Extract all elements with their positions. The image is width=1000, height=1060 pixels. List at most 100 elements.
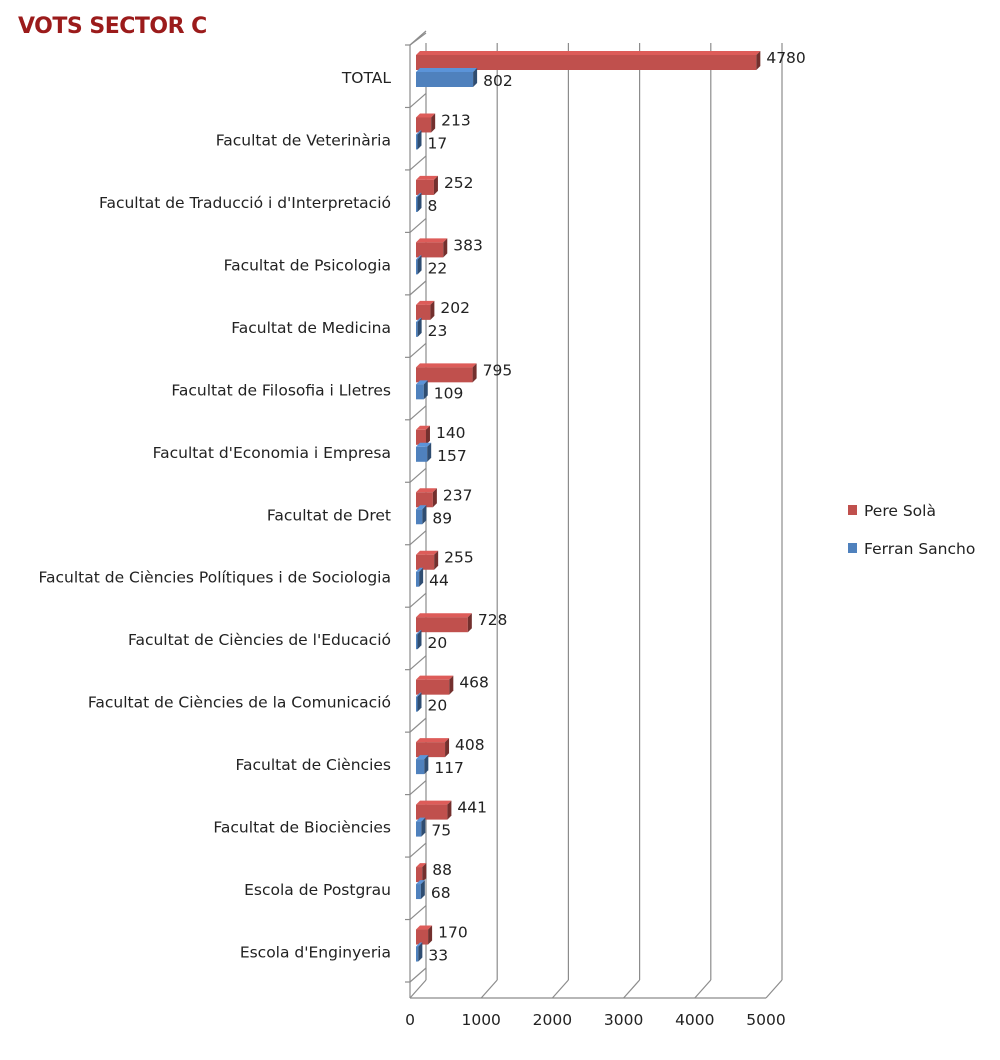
bar-pere-sola [416,679,450,695]
value-label: 170 [438,924,468,942]
bar-top-0 [416,363,477,368]
category-label: Facultat de Medicina [231,319,391,337]
value-label: 20 [428,634,448,652]
floor-diagonal-1000 [480,979,498,999]
bar-top-0 [416,800,452,805]
bar-end-1 [473,68,478,87]
bar-pere-sola [416,429,426,445]
bar-end-1 [418,942,423,962]
bar-pere-sola [416,55,757,70]
x-tick-label-3000: 3000 [604,1011,643,1029]
bar-ferran-sancho [416,759,425,775]
value-label: 75 [431,822,451,840]
category-label: Facultat de Biociències [213,819,391,837]
bar-pere-sola [416,367,473,383]
y-tick-diagonal [409,842,427,858]
bar-end-0 [434,550,439,570]
bar-end-0 [756,51,761,70]
bar-pere-sola [416,242,444,258]
value-label: 33 [428,947,448,965]
bar-end-1 [417,630,422,650]
value-label: 237 [443,486,473,504]
value-label: 117 [434,759,464,777]
category-label: Facultat de Veterinària [216,131,391,149]
bar-top-1 [416,505,427,510]
bar-end-1 [420,880,425,900]
bar-top-1 [416,255,422,260]
value-label: 795 [483,361,513,379]
x-tick-label-5000: 5000 [746,1011,785,1029]
category-label: Facultat de Ciències de la Comunicació [88,694,391,712]
category-label: Facultat d'Economia i Empresa [153,444,391,462]
y-tick-diagonal [409,405,427,421]
category-label: Escola d'Enginyeria [240,944,391,962]
bar-end-1 [417,192,422,212]
y-tick-diagonal [409,655,427,671]
category-label: Facultat de Ciències Polítiques i de Soc… [39,569,391,587]
y-tick-diagonal [409,217,427,233]
value-label: 441 [457,799,487,817]
bar-top-1 [416,317,422,322]
y-tick-diagonal [409,30,427,46]
value-label: 22 [428,259,448,277]
value-label: 802 [483,72,513,90]
bar-ferran-sancho [416,72,474,87]
value-label: 109 [434,384,464,402]
bar-end-0 [467,613,472,633]
bar-top-1 [416,567,424,572]
bar-top-1 [416,880,425,885]
y-tick-diagonal [409,780,427,796]
legend-swatch-0 [848,505,857,515]
bar-end-0 [445,738,450,758]
bar-top-1 [416,942,423,947]
bar-top-1 [416,380,428,385]
bar-top-1 [416,630,422,635]
y-tick-diagonal [409,342,427,358]
bar-top-1 [416,692,422,697]
bar-ferran-sancho [416,946,419,962]
y-tick-diagonal [409,93,427,108]
bar-top-0 [416,863,427,868]
y-tick-diagonal [409,717,427,733]
floor-diagonal-0 [409,979,427,999]
bar-ferran-sancho [416,446,428,462]
value-label: 4780 [766,49,805,67]
category-label: Facultat de Traducció i d'Interpretació [99,194,391,212]
y-tick-diagonal [409,530,427,546]
x-tick-label-4000: 4000 [675,1011,714,1029]
category-label: Facultat de Ciències [236,756,391,774]
bar-pere-sola [416,929,429,945]
category-label: Facultat de Psicologia [224,256,391,274]
value-label: 89 [432,509,452,527]
bar-end-0 [430,300,435,320]
category-label: TOTAL [341,69,392,87]
bar-top-0 [416,550,439,555]
bar-ferran-sancho [416,196,418,212]
bar-end-0 [428,925,433,945]
bar-end-1 [421,817,426,837]
floor-diagonal-3000 [623,979,641,999]
bar-top-1 [416,755,429,760]
bar-top-1 [416,192,422,197]
bar-end-1 [427,442,432,462]
value-label: 68 [431,884,451,902]
bar-top-0 [416,925,433,930]
bar-pere-sola [416,179,434,195]
bar-pere-sola [416,867,423,883]
bar-top-0 [416,113,436,118]
bar-end-0 [443,238,448,258]
x-tick-label-1000: 1000 [461,1011,500,1029]
x-tick-label-2000: 2000 [533,1011,572,1029]
bar-end-0 [449,675,454,695]
bar-top-1 [416,442,432,447]
value-label: 728 [478,611,508,629]
category-label: Facultat de Dret [267,506,391,524]
y-tick-diagonal [409,467,427,483]
bar-top-1 [416,68,478,72]
bar-ferran-sancho [416,571,420,587]
bar-top-0 [416,613,472,618]
value-label: 202 [440,299,470,317]
bar-top-0 [416,175,438,180]
bar-end-0 [472,363,477,383]
bar-ferran-sancho [416,384,424,400]
